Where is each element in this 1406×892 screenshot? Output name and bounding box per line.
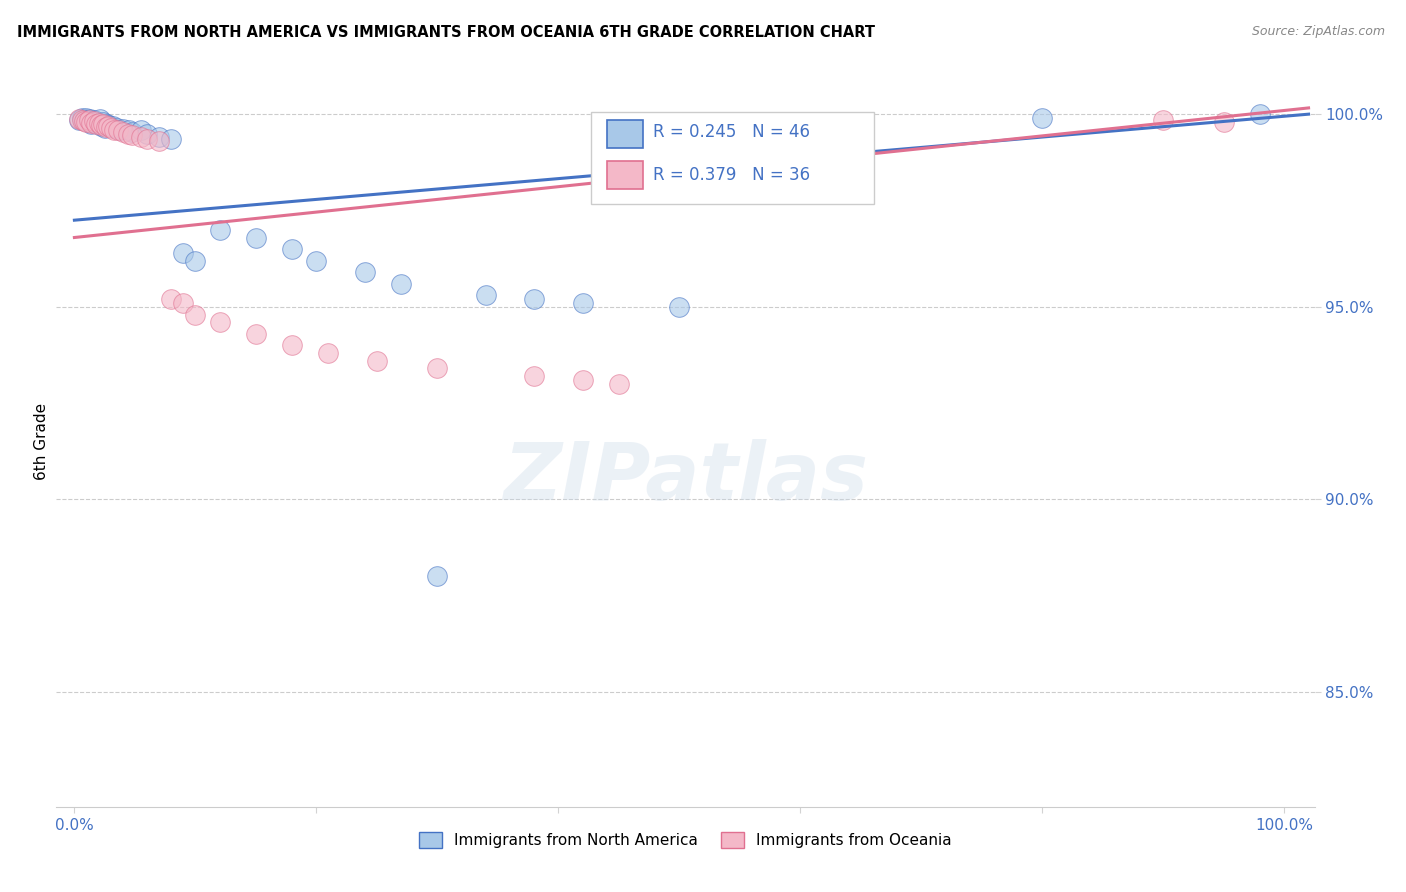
FancyBboxPatch shape [607,161,643,189]
Point [101,119,124,133]
Point [103,122,125,136]
Point [172,246,194,260]
Point [208,315,231,329]
Point [1152,113,1174,128]
Point [87,116,110,130]
Text: IMMIGRANTS FROM NORTH AMERICA VS IMMIGRANTS FROM OCEANIA 6TH GRADE CORRELATION C: IMMIGRANTS FROM NORTH AMERICA VS IMMIGRA… [17,25,875,40]
Point [118,123,141,137]
Point [389,277,412,291]
Point [93,120,115,135]
Text: ZIPatlas: ZIPatlas [503,439,868,517]
Point [318,346,340,360]
Point [353,265,375,279]
FancyBboxPatch shape [591,112,875,204]
Point [121,125,143,139]
Point [475,288,498,302]
Point [184,253,207,268]
Point [70,113,93,128]
Point [136,127,159,141]
Point [1212,115,1234,129]
Point [208,223,231,237]
Point [84,114,107,128]
Point [849,115,872,129]
Point [100,120,122,135]
Point [80,116,103,130]
Point [136,132,159,146]
Point [172,296,194,310]
Point [97,118,120,132]
Point [148,130,170,145]
Point [84,117,107,131]
Point [668,300,690,314]
Point [96,117,118,131]
Point [160,292,183,306]
Point [87,117,110,131]
Point [281,242,304,256]
Point [110,122,132,136]
Text: Source: ZipAtlas.com: Source: ZipAtlas.com [1251,25,1385,38]
FancyBboxPatch shape [607,120,643,148]
Point [76,113,98,128]
Point [305,253,328,268]
Point [129,122,152,136]
Point [67,112,90,126]
Point [1031,111,1053,125]
Point [1249,107,1271,121]
Point [148,134,170,148]
Point [129,130,152,145]
Point [121,128,143,143]
Point [80,117,103,131]
Point [426,361,449,376]
Point [523,369,546,384]
Point [73,114,96,128]
Text: R = 0.245   N = 46: R = 0.245 N = 46 [652,123,810,141]
Point [77,113,100,128]
Point [111,122,134,136]
Point [79,112,101,126]
Point [77,115,100,129]
Point [111,125,134,139]
Point [67,113,90,128]
Point [607,376,630,391]
Point [82,115,104,129]
Point [90,119,112,133]
Point [366,353,388,368]
Point [90,118,112,132]
Text: R = 0.379   N = 36: R = 0.379 N = 36 [652,166,810,184]
Legend: Immigrants from North America, Immigrants from Oceania: Immigrants from North America, Immigrant… [413,826,957,855]
Point [571,296,593,310]
Point [83,113,105,128]
Point [89,112,111,126]
Point [117,127,139,141]
Point [160,132,183,146]
Point [107,123,129,137]
Point [84,116,107,130]
Point [83,114,105,128]
Point [100,120,122,134]
Point [184,308,207,322]
Point [76,111,98,125]
Point [105,120,128,135]
Point [523,292,546,306]
Point [245,230,267,244]
Point [70,111,93,125]
Point [571,373,593,387]
Point [426,569,449,583]
Point [281,338,304,352]
Y-axis label: 6th Grade: 6th Grade [34,403,49,480]
Point [93,115,115,129]
Point [94,120,117,134]
Point [73,113,96,128]
Point [76,115,98,129]
Point [245,326,267,341]
Point [97,119,120,133]
Point [93,117,115,131]
